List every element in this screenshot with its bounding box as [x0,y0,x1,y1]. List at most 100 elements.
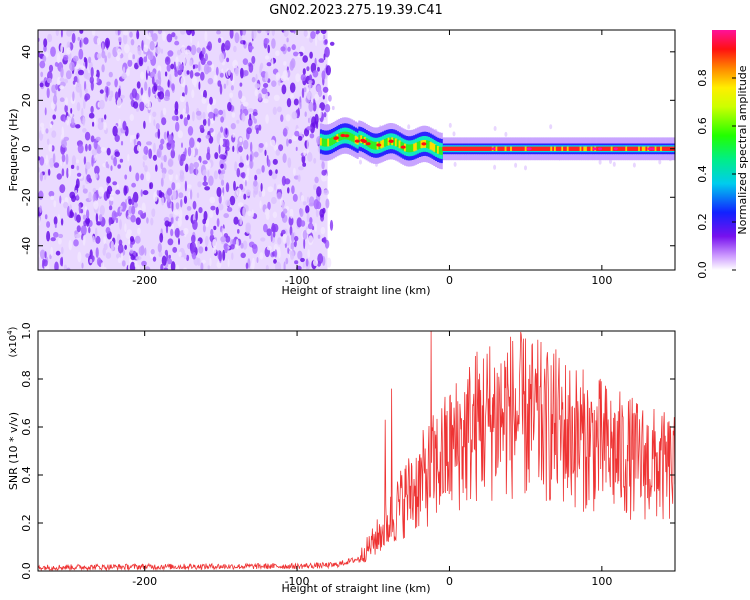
heatmap-noise-speck [249,113,252,121]
heatmap-noise-speck [220,126,224,133]
heatmap-noise-speck [88,56,92,64]
heatmap-noise-speck [191,251,197,260]
heatmap-noise-speck [288,215,294,226]
heatmap-noise-speck [125,232,132,240]
heatmap-noise-speck [155,123,160,130]
heatmap-noise-speck [306,139,309,150]
heatmap-noise-speck [305,205,310,214]
heatmap-band-core [490,146,493,151]
heatmap-noise-speck [304,111,307,117]
heatmap-band-core [484,146,487,151]
heatmap-noise-speck [227,101,232,112]
heatmap-noise-speck [107,164,110,169]
heatmap-noise-speck [278,144,284,152]
heatmap-noise-speck [139,101,145,112]
heatmap-noise-speck [166,33,173,43]
heatmap-noise-speck [207,41,213,52]
heatmap-noise-speck [306,228,312,234]
heatmap-noise-speck [157,65,162,73]
heatmap-noise-speck [143,120,146,129]
heatmap-noise-speck [113,156,117,167]
heatmap-noise-speck [287,46,291,52]
heatmap-noise-speck [163,267,169,270]
heatmap-noise-speck [324,46,330,58]
heatmap-noise-speck [254,83,261,89]
heatmap-noise-speck [189,59,193,67]
heatmap-noise-speck [309,133,315,139]
heatmap-noise-speck [83,68,88,79]
heatmap-band-core [634,146,637,151]
heatmap-noise-speck [239,30,244,36]
heatmap-noise-speck [265,264,269,270]
heatmap-noise-speck [238,90,243,100]
heatmap-noise-speck [137,144,141,152]
heatmap-noise-speck [213,170,218,180]
heatmap-noise-speck [284,178,291,185]
heatmap-noise-speck [229,195,236,206]
heatmap-noise-speck [196,192,200,199]
heatmap-noise-speck [186,184,192,189]
heatmap-noise-speck [302,201,307,206]
figure-title: GN02.2023.275.19.39.C41 [269,3,443,18]
heatmap-band-core [351,133,354,142]
heatmap-noise-speck [128,52,133,61]
heatmap-noise-speck [192,200,197,210]
heatmap-noise-speck [297,53,301,58]
heatmap-band-core [460,146,463,151]
heatmap-faint-speck [493,126,497,131]
heatmap-noise-speck [178,192,184,199]
heatmap-band-core [565,146,568,151]
heatmap-noise-speck [167,158,174,168]
heatmap-noise-speck [201,259,206,264]
heatmap-noise-speck [259,200,262,209]
heatmap-noise-speck [143,145,149,155]
heatmap-band-core [449,146,452,151]
heatmap-noise-speck [152,154,157,161]
heatmap-noise-speck [122,120,127,131]
heatmap-noise-speck [204,246,208,252]
heatmap-noise-speck [198,81,201,90]
heatmap-noise-speck [68,239,73,251]
heatmap-noise-speck [82,235,86,246]
heatmap-noise-speck [251,55,256,64]
heatmap-band-core [429,141,432,150]
heatmap-noise-speck [55,30,59,36]
heatmap-noise-speck [307,235,314,246]
spectrogram-y-tick-label: 20 [20,93,33,107]
heatmap-band-core [667,146,670,151]
heatmap-noise-speck [316,186,322,197]
heatmap-band-core [517,146,520,151]
heatmap-noise-speck [146,65,150,74]
heatmap-noise-speck [170,215,174,225]
heatmap-noise-speck [271,38,276,49]
heatmap-noise-speck [72,80,76,85]
heatmap-noise-speck [46,221,51,228]
heatmap-noise-speck [61,139,67,148]
heatmap-band-core [636,146,639,151]
heatmap-band-core [603,146,606,151]
heatmap-noise-speck [53,231,59,238]
heatmap-band-core [583,146,586,151]
heatmap-noise-speck [249,45,253,53]
heatmap-noise-speck [206,60,213,66]
heatmap-noise-speck [172,189,177,201]
heatmap-noise-speck [128,198,133,205]
heatmap-noise-speck [293,51,299,57]
heatmap-noise-speck [209,257,212,267]
heatmap-noise-speck [241,172,246,179]
heatmap-noise-speck [59,85,65,90]
heatmap-noise-speck [262,98,269,104]
heatmap-band-core [329,138,332,146]
heatmap-noise-speck [60,67,64,78]
heatmap-noise-speck [264,71,269,82]
snr-y-tick-label: 1.0 [20,322,33,340]
heatmap-noise-speck [105,252,112,259]
heatmap-noise-speck [178,238,180,245]
heatmap-noise-speck [166,188,173,196]
heatmap-noise-speck [281,229,286,235]
heatmap-band-core [605,146,608,151]
heatmap-noise-speck [66,267,71,270]
heatmap-noise-speck [275,50,280,57]
heatmap-faint-speck [407,124,411,130]
heatmap-noise-speck [160,162,164,170]
